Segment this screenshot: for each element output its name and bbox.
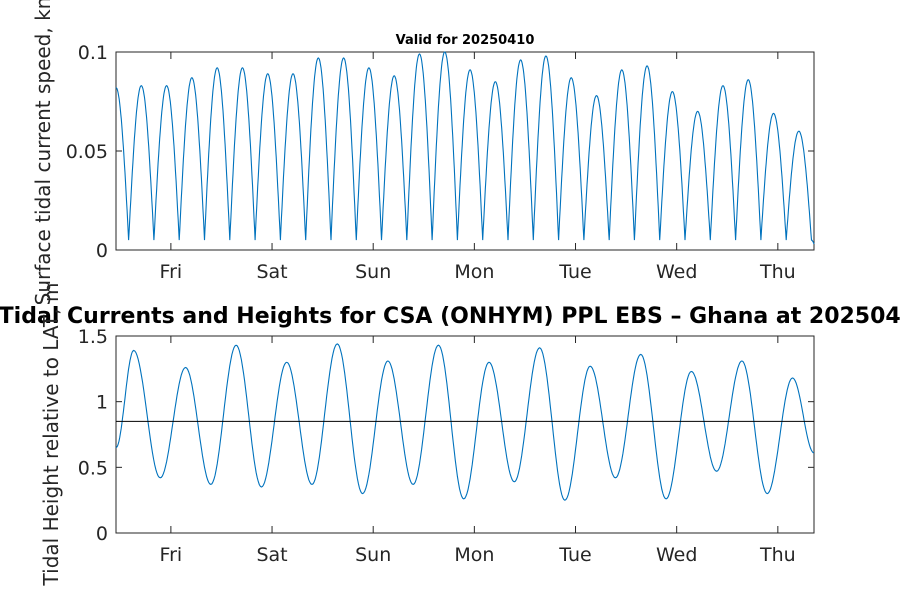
top-plot-frame — [115, 51, 815, 251]
bottom-plot-frame — [115, 335, 815, 534]
top-xtick-label: Thu — [759, 261, 796, 283]
top-xtick-label: Wed — [656, 261, 697, 283]
top-xtick-label: Mon — [454, 261, 494, 283]
top-xtick-label: Fri — [160, 261, 183, 283]
bottom-ytick-label: 1 — [96, 392, 108, 414]
top-chart-title: Valid for 20250410 — [396, 33, 535, 48]
bottom-axes: 0 0.5 1 1.5 Fri Sat Sun Mon Tue Wed Thu Tidal Cur… — [0, 283, 900, 587]
bottom-xtick-label: Sat — [256, 544, 287, 566]
bottom-ytick-group: 0 0.5 1 1.5 — [78, 326, 814, 545]
top-ytick-label: 0.1 — [78, 42, 108, 64]
bottom-xtick-label: Sun — [355, 544, 391, 566]
bottom-chart-title: Tidal Currents and Heights for CSA (ONHY… — [0, 304, 900, 329]
bottom-series-line-0 — [115, 343, 815, 501]
top-xtick-label: Sun — [355, 261, 391, 283]
bottom-y-axis-label: Tidal Height relative to LAT, m — [39, 283, 63, 587]
top-ytick-group: 0 0.05 0.1 — [66, 42, 814, 262]
top-series-group — [115, 51, 815, 245]
bottom-xtick-label: Thu — [759, 544, 796, 566]
top-ytick-label: 0.05 — [66, 141, 108, 163]
bottom-xtick-label: Mon — [454, 544, 494, 566]
bottom-series-group — [115, 343, 815, 501]
top-series-line-0 — [115, 51, 815, 245]
top-xtick-group: Fri Sat Sun Mon Tue Wed Thu — [160, 52, 796, 283]
top-y-axis-label: Surface tidal current speed, kn — [31, 0, 55, 305]
top-axes: 0 0.05 0.1 Fri Sat Sun Mon Tue Wed Thu Valid for… — [31, 0, 815, 305]
top-xtick-label: Tue — [558, 261, 591, 283]
top-xtick-label: Sat — [256, 261, 287, 283]
bottom-ytick-label: 0 — [96, 523, 108, 545]
bottom-xtick-label: Fri — [160, 544, 183, 566]
bottom-xtick-label: Tue — [558, 544, 591, 566]
bottom-xtick-label: Wed — [656, 544, 697, 566]
bottom-xtick-group: Fri Sat Sun Mon Tue Wed Thu — [160, 336, 796, 566]
top-ytick-label: 0 — [96, 240, 108, 262]
bottom-ytick-label: 0.5 — [78, 457, 108, 479]
bottom-ytick-label: 1.5 — [78, 326, 108, 348]
